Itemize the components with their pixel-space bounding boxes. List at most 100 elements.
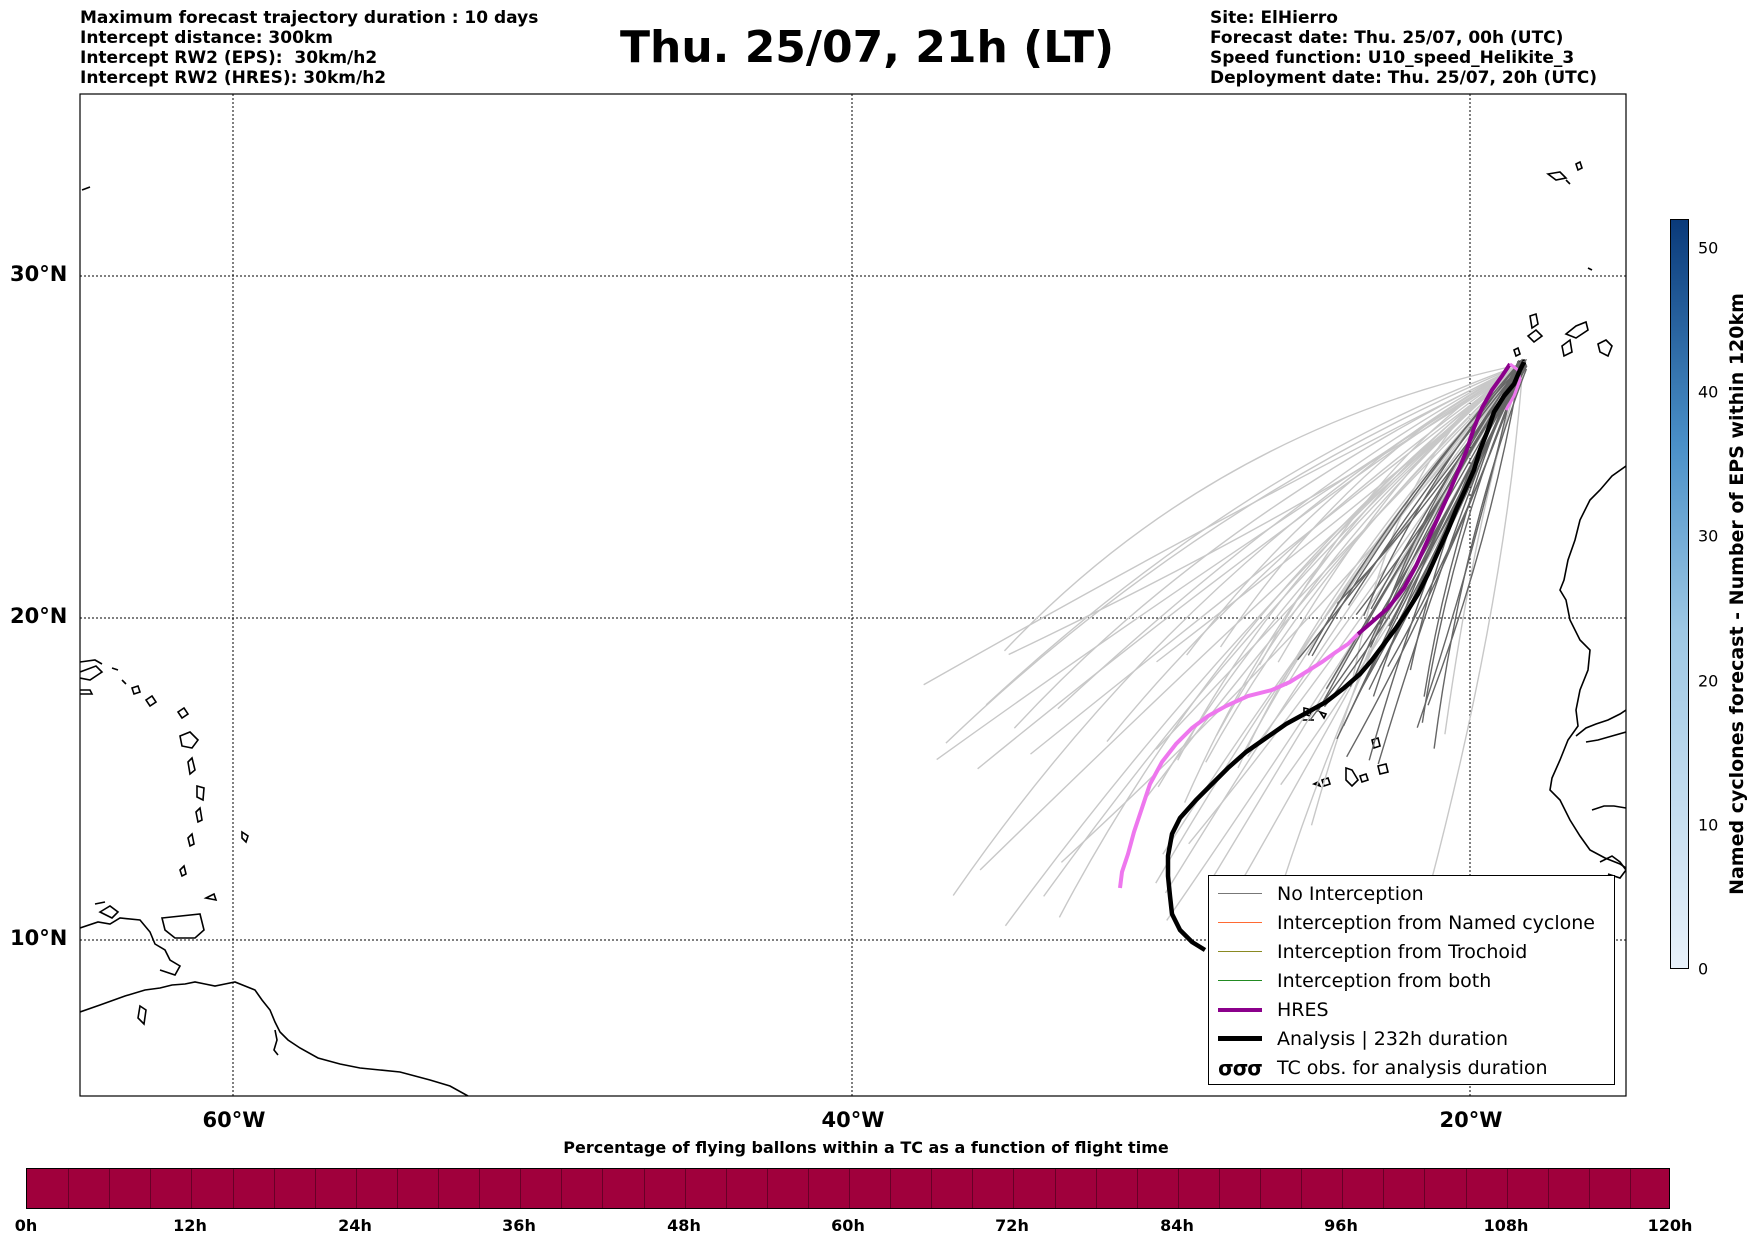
coast-africa-detail: [1575, 709, 1626, 737]
coast-tenerife: [1526, 328, 1544, 344]
header-left-info: Maximum forecast trajectory duration : 1…: [80, 8, 538, 88]
legend-line-hres: [1218, 1007, 1262, 1012]
pct-tick-72h: 72h: [995, 1216, 1029, 1235]
eps-trajectory-line: [1057, 363, 1524, 710]
pct-bar-gridline: [232, 1169, 234, 1208]
pct-bar-gridline: [1465, 1169, 1467, 1208]
pct-tick-84h: 84h: [1160, 1216, 1194, 1235]
pct-bar-gridline: [355, 1169, 357, 1208]
pct-bar-gridline: [150, 1169, 152, 1208]
pct-bar-gridline: [931, 1169, 933, 1208]
pct-bar-gridline: [68, 1169, 70, 1208]
speed-function-text: Speed function: U10_speed_Helikite_3: [1210, 48, 1575, 68]
pct-tick-36h: 36h: [502, 1216, 536, 1235]
coast-lapalma: [1529, 312, 1539, 330]
pct-bar-gridline: [438, 1169, 439, 1208]
coast-stvincent: [187, 832, 195, 848]
eps-trajectory-line-dark: [1377, 360, 1522, 765]
legend-item-analysis: Analysis | 232h duration: [1215, 1024, 1508, 1053]
legend-item-named-cyclone: Interception from Named cyclone: [1215, 908, 1595, 937]
eps-trajectory-line-dark: [1346, 367, 1524, 758]
eps-trajectory-line-dark: [1382, 365, 1523, 618]
pct-bar-gridline: [1013, 1169, 1015, 1208]
eps-trajectory-line: [985, 363, 1524, 706]
legend-label-trochoid: Interception from Trochoid: [1277, 940, 1528, 963]
eps-trajectory-line: [977, 363, 1524, 770]
pct-bar-gridline: [1588, 1169, 1590, 1208]
eps-trajectory-line: [1428, 363, 1524, 890]
coast-small1: [111, 667, 119, 671]
pct-bar-gridline: [1301, 1169, 1303, 1208]
coast-madeira: [1546, 171, 1568, 181]
coast-puertorico: [80, 665, 104, 681]
pct-bar-gridline: [520, 1169, 522, 1208]
eps-trajectory-line: [1258, 363, 1524, 666]
pct-bar-gridline: [602, 1169, 604, 1208]
lon-label-20w: 20°W: [1439, 1108, 1503, 1132]
coast-trinidad: [161, 913, 205, 939]
forecast-date-text: Forecast date: Thu. 25/07, 00h (UTC): [1210, 28, 1564, 48]
coast-tobago: [203, 892, 218, 902]
colorbar-tick-50: 50: [1698, 238, 1719, 258]
hres-trajectory-late: [1356, 362, 1512, 636]
colorbar-title: Named cyclones forecast - Number of EPS …: [1726, 293, 1748, 895]
legend-item-both: Interception from both: [1215, 966, 1491, 995]
pct-bar-gridline: [643, 1169, 645, 1208]
coast-sa-detail: [273, 1029, 279, 1056]
pct-bar-gridline: [1383, 1169, 1385, 1208]
coast-trinidad-pen: [137, 1004, 147, 1026]
colorbar-tick-10: 10: [1698, 815, 1719, 835]
percentage-bar: [26, 1168, 1670, 1209]
pct-tick-96h: 96h: [1324, 1216, 1358, 1235]
legend-item-tc-obs: σσσ TC obs. for analysis duration: [1215, 1053, 1548, 1082]
pct-bar-gridline: [396, 1169, 398, 1208]
legend-label-tc-obs: TC obs. for analysis duration: [1277, 1056, 1548, 1079]
pct-bar-gridline: [1506, 1169, 1508, 1208]
pct-tick-108h: 108h: [1483, 1216, 1529, 1235]
legend-label-no-interception: No Interception: [1277, 882, 1424, 905]
coast-martinique: [196, 784, 205, 802]
eps-trajectory-line: [1106, 363, 1524, 742]
coast-africa: [1549, 465, 1626, 869]
legend-item-trochoid: Interception from Trochoid: [1215, 937, 1527, 966]
eps-trajectory-line-dark: [1372, 366, 1527, 697]
coast-madeira2: [1565, 179, 1571, 185]
eps-trajectory-line: [1219, 363, 1524, 648]
deployment-date-text: Deployment date: Thu. 25/07, 20h (UTC): [1210, 68, 1597, 88]
colorbar-tick-30: 30: [1698, 526, 1719, 546]
legend-line-both: [1218, 979, 1262, 982]
legend-label-both: Interception from both: [1277, 969, 1492, 992]
coast-selvagens: [1587, 267, 1593, 271]
legend-label-named-cyclone: Interception from Named cyclone: [1277, 911, 1595, 934]
lon-label-40w: 40°W: [821, 1108, 885, 1132]
coast-pr-west: [80, 689, 94, 695]
pct-bar-gridline: [972, 1169, 974, 1208]
pct-bar-gridline: [1342, 1169, 1344, 1208]
intercept-distance-text: Intercept distance: 300km: [80, 28, 333, 48]
eps-trajectory-line: [1352, 363, 1524, 680]
coast-fuerteventura: [1561, 338, 1573, 358]
pct-bar-gridline: [1177, 1169, 1179, 1208]
pct-tick-60h: 60h: [831, 1216, 865, 1235]
pct-bar-gridline: [1054, 1169, 1056, 1208]
pct-bar-gridline: [807, 1169, 809, 1208]
coast-cv-sao-vicente: [1318, 710, 1328, 720]
pct-tick-48h: 48h: [667, 1216, 701, 1235]
lon-label-60w: 60°W: [202, 1108, 266, 1132]
legend-item-no-interception: No Interception: [1215, 879, 1424, 908]
pct-bar-gridline: [109, 1169, 111, 1208]
coast-paria: [98, 905, 120, 919]
pct-bar-gridline: [849, 1169, 850, 1208]
site-text: Site: ElHierro: [1210, 8, 1338, 28]
coast-south-america: [80, 981, 469, 1096]
coast-grenada: [179, 864, 187, 878]
pct-tick-120h: 120h: [1647, 1216, 1693, 1235]
pct-bar-gridline: [1218, 1169, 1220, 1208]
tc-obs-symbol-icon: σσσ: [1218, 1055, 1263, 1080]
eps-trajectory-line: [1155, 363, 1524, 750]
eps-trajectory-line-dark: [1433, 368, 1528, 749]
coast-cv-maio: [1358, 772, 1370, 784]
pct-bar-gridline: [725, 1169, 727, 1208]
legend-line-named-cyclone: [1218, 921, 1262, 924]
